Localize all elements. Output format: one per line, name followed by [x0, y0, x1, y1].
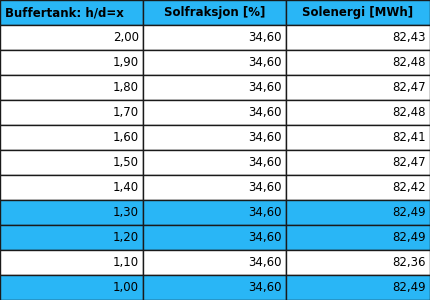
- Text: 1,60: 1,60: [113, 131, 139, 144]
- Text: 34,60: 34,60: [249, 231, 282, 244]
- Bar: [286, 200, 430, 225]
- Text: Buffertank: h/d=x: Buffertank: h/d=x: [5, 6, 124, 19]
- Bar: [286, 275, 430, 300]
- Text: 82,49: 82,49: [392, 231, 426, 244]
- Bar: [143, 75, 286, 100]
- Bar: [286, 50, 430, 75]
- Text: 82,47: 82,47: [392, 81, 426, 94]
- Text: 1,80: 1,80: [113, 81, 139, 94]
- Text: 34,60: 34,60: [249, 156, 282, 169]
- Bar: [143, 0, 286, 25]
- Text: 34,60: 34,60: [249, 206, 282, 219]
- Bar: [143, 150, 286, 175]
- Text: 82,36: 82,36: [393, 256, 426, 269]
- Bar: [0, 275, 143, 300]
- Text: 34,60: 34,60: [249, 106, 282, 119]
- Text: 1,30: 1,30: [113, 206, 139, 219]
- Text: 82,42: 82,42: [392, 181, 426, 194]
- Text: 82,41: 82,41: [392, 131, 426, 144]
- Bar: [286, 150, 430, 175]
- Text: 34,60: 34,60: [249, 181, 282, 194]
- Bar: [286, 25, 430, 50]
- Text: 2,00: 2,00: [113, 31, 139, 44]
- Bar: [286, 175, 430, 200]
- Text: 34,60: 34,60: [249, 281, 282, 294]
- Bar: [143, 100, 286, 125]
- Bar: [0, 225, 143, 250]
- Text: 34,60: 34,60: [249, 56, 282, 69]
- Text: 34,60: 34,60: [249, 31, 282, 44]
- Text: 1,10: 1,10: [113, 256, 139, 269]
- Bar: [0, 175, 143, 200]
- Text: 82,48: 82,48: [393, 106, 426, 119]
- Bar: [143, 25, 286, 50]
- Bar: [0, 75, 143, 100]
- Bar: [143, 225, 286, 250]
- Text: 34,60: 34,60: [249, 81, 282, 94]
- Text: Solfraksjon [%]: Solfraksjon [%]: [164, 6, 265, 19]
- Bar: [286, 250, 430, 275]
- Text: 1,50: 1,50: [113, 156, 139, 169]
- Text: 1,00: 1,00: [113, 281, 139, 294]
- Bar: [143, 250, 286, 275]
- Bar: [143, 50, 286, 75]
- Bar: [0, 250, 143, 275]
- Bar: [0, 125, 143, 150]
- Bar: [0, 150, 143, 175]
- Bar: [143, 200, 286, 225]
- Text: Solenergi [MWh]: Solenergi [MWh]: [302, 6, 414, 19]
- Bar: [0, 100, 143, 125]
- Bar: [0, 50, 143, 75]
- Text: 1,90: 1,90: [113, 56, 139, 69]
- Text: 1,40: 1,40: [113, 181, 139, 194]
- Text: 82,49: 82,49: [392, 206, 426, 219]
- Bar: [286, 225, 430, 250]
- Text: 82,43: 82,43: [393, 31, 426, 44]
- Bar: [143, 175, 286, 200]
- Text: 82,48: 82,48: [393, 56, 426, 69]
- Bar: [143, 125, 286, 150]
- Bar: [286, 0, 430, 25]
- Bar: [286, 100, 430, 125]
- Text: 34,60: 34,60: [249, 131, 282, 144]
- Bar: [0, 25, 143, 50]
- Text: 82,47: 82,47: [392, 156, 426, 169]
- Text: 82,49: 82,49: [392, 281, 426, 294]
- Bar: [0, 200, 143, 225]
- Bar: [143, 275, 286, 300]
- Bar: [0, 0, 143, 25]
- Bar: [286, 125, 430, 150]
- Text: 34,60: 34,60: [249, 256, 282, 269]
- Bar: [286, 75, 430, 100]
- Text: 1,70: 1,70: [113, 106, 139, 119]
- Text: 1,20: 1,20: [113, 231, 139, 244]
